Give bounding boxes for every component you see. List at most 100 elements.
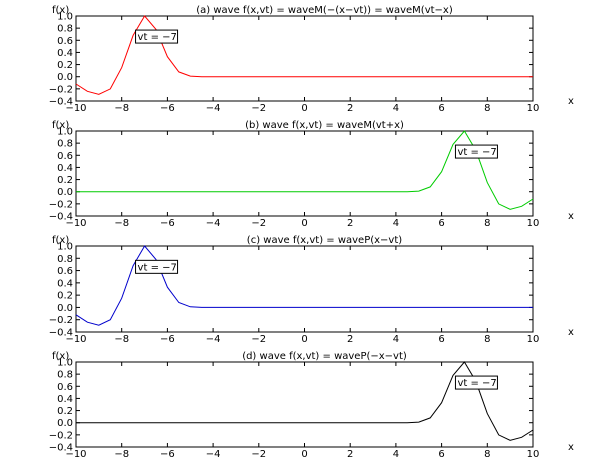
chart-3-x-tick-label: −6	[160, 334, 175, 345]
chart-4-y-tick-label: 0.4	[57, 394, 73, 405]
chart-4-x-tick-label: 8	[484, 449, 490, 460]
chart-1-series-line-1	[75, 15, 533, 95]
chart-3-x-tick-label: −4	[206, 334, 221, 345]
chart-1-plot-frame	[75, 15, 534, 102]
chart-3-y-tick-label: 0.2	[57, 291, 73, 302]
chart-2-y-tick-label: 0.6	[57, 151, 73, 162]
chart-3-y-tick-label: 0.0	[57, 303, 73, 314]
chart-panel-3: −10 −8 −6 −4 −2 0 2 4 6 8 10 −0.4 −0.20.00.2 0.40.60.…	[49, 235, 574, 345]
chart-panel-2: −10 −8 −6 −4 −2 0 2 4 6 8 10 −0.4 −0.20.00.20.40.60.…	[49, 120, 574, 229]
chart-2-x-tick-label: 4	[393, 218, 399, 229]
chart-4-x-tick-label: −10	[65, 449, 86, 460]
chart-3-y-tick-label: 0.6	[57, 266, 73, 277]
chart-2-y-tick-label: 1.0	[57, 127, 73, 138]
chart-1-annotation-label: vt = −7	[138, 32, 177, 43]
chart-3-xlabel: x	[568, 327, 574, 338]
chart-4-annotation-label: vt = −7	[457, 378, 496, 389]
chart-3-title: (c) wave f(x,vt) = waveP(x−vt)	[247, 235, 402, 246]
chart-1-x-tick-label: 8	[484, 103, 490, 114]
chart-3-x-tick-label: −10	[65, 334, 86, 345]
chart-4-y-tick-label: 0.8	[57, 370, 73, 381]
chart-1-x-tick-label: −4	[206, 103, 221, 114]
chart-4-y-tick-label: 1.0	[57, 358, 73, 369]
chart-4-y-tick-label: 0.6	[57, 382, 73, 393]
chart-2-y-tick-label: −0.4	[49, 212, 73, 223]
chart-1-xlabel: x	[568, 96, 574, 107]
chart-3-y-tick-label: −0.2	[49, 315, 73, 326]
chart-4-x-tick-label: 4	[393, 449, 399, 460]
chart-2-annotation-label: vt = −7	[457, 147, 496, 158]
chart-2-y-tick-label: 0.0	[57, 187, 73, 198]
chart-1-x-tick-label: 6	[438, 103, 444, 114]
chart-2-x-tick-label: 2	[347, 218, 353, 229]
chart-4-x-tick-label: −8	[114, 449, 129, 460]
chart-3-x-tick-label: 8	[484, 334, 490, 345]
chart-2-x-tick-label: 8	[484, 218, 490, 229]
chart-1-y-tick-label: −0.2	[49, 84, 73, 95]
chart-2-x-tick-label: −8	[114, 218, 129, 229]
chart-4-title: (d) wave f(x,vt) = waveP(−x−vt)	[242, 351, 407, 362]
chart-2-y-tick-label: −0.2	[49, 199, 73, 210]
chart-3-x-tick-label: 10	[527, 334, 540, 345]
chart-1-y-tick-label: 0.8	[57, 24, 73, 35]
chart-4-x-tick-label: 10	[527, 449, 540, 460]
chart-4-x-tick-label: −2	[251, 449, 266, 460]
chart-panel-4: −10 −8 −6 −4 −2 0 2 4 6 8 10 −0.4 −0.20.00.20.40.60.…	[49, 351, 574, 460]
chart-1-x-tick-label: −8	[114, 103, 129, 114]
chart-2-plot-frame	[75, 130, 534, 217]
chart-3-series-line-1	[75, 245, 533, 326]
chart-2-y-tick-label: 0.2	[57, 175, 73, 186]
chart-4-y-tick-label: 0.0	[57, 418, 73, 429]
chart-2-x-tick-label: −4	[206, 218, 221, 229]
chart-2-x-tick-label: −6	[160, 218, 175, 229]
chart-3-x-tick-label: −2	[251, 334, 266, 345]
chart-1-annotation-box	[135, 29, 179, 44]
chart-3-y-tick-label: −0.4	[49, 328, 73, 339]
chart-1-x-tick-label: 0	[301, 103, 307, 114]
chart-3-annotation-box	[135, 259, 179, 274]
chart-4-annotation-box	[454, 375, 498, 390]
chart-2-x-tick-label: −10	[65, 218, 86, 229]
chart-3-y-tick-label: 0.4	[57, 278, 73, 289]
chart-3-x-tick-label: 6	[438, 334, 444, 345]
chart-2-x-tick-label: 10	[527, 218, 540, 229]
chart-4-y-tick-label: −0.4	[49, 443, 73, 454]
chart-2-ylabel: f(x)	[52, 120, 69, 131]
chart-3-plot-frame	[75, 245, 534, 333]
chart-3-ylabel: f(x)	[52, 235, 69, 246]
chart-4-series-line-1	[76, 361, 534, 441]
chart-1-y-tick-label: −0.4	[49, 97, 73, 108]
chart-2-x-tick-label: −2	[251, 218, 266, 229]
chart-3-x-tick-label: −8	[114, 334, 129, 345]
chart-1-x-tick-label: 10	[527, 103, 540, 114]
chart-1-title: (a) wave f(x,vt) = waveM(−(x−vt)) = wave…	[196, 5, 453, 16]
chart-1-ylabel: f(x)	[52, 5, 69, 16]
chart-2-xlabel: x	[568, 211, 574, 222]
chart-1-x-tick-label: −6	[160, 103, 175, 114]
chart-3-x-tick-label: 2	[347, 334, 353, 345]
chart-1-y-tick-label: 0.6	[57, 36, 73, 47]
chart-2-y-tick-label: 0.4	[57, 163, 73, 174]
chart-4-x-tick-label: −4	[206, 449, 221, 460]
chart-2-annotation-box	[454, 144, 498, 159]
chart-4-y-tick-label: −0.2	[49, 430, 73, 441]
chart-1-y-tick-label: 1.0	[57, 12, 73, 23]
chart-2-x-tick-label: 0	[301, 218, 307, 229]
chart-4-x-tick-label: 6	[438, 449, 444, 460]
chart-4-x-tick-label: 0	[301, 449, 307, 460]
chart-4-ylabel: f(x)	[52, 351, 69, 362]
chart-2-title: (b) wave f(x,vt) = waveM(vt+x)	[245, 120, 404, 131]
chart-panel-1: −10 −8 −6 −4 −2 0 2 4 6 8 10 −0.4 −0.20.00.20.40.60.…	[49, 5, 574, 114]
chart-1-x-tick-label: −2	[251, 103, 266, 114]
chart-3-x-tick-label: 4	[393, 334, 399, 345]
chart-1-y-tick-label: 0.0	[57, 72, 73, 83]
chart-1-y-tick-label: 0.4	[57, 48, 73, 59]
chart-2-series-line-1	[76, 130, 534, 210]
chart-4-plot-frame	[75, 361, 534, 448]
chart-4-xlabel: x	[568, 442, 574, 453]
chart-3-x-tick-label: 0	[301, 334, 307, 345]
chart-3-annotation-label: vt = −7	[138, 262, 177, 273]
chart-3-y-tick-label: 1.0	[57, 242, 73, 253]
chart-2-x-tick-label: 6	[438, 218, 444, 229]
